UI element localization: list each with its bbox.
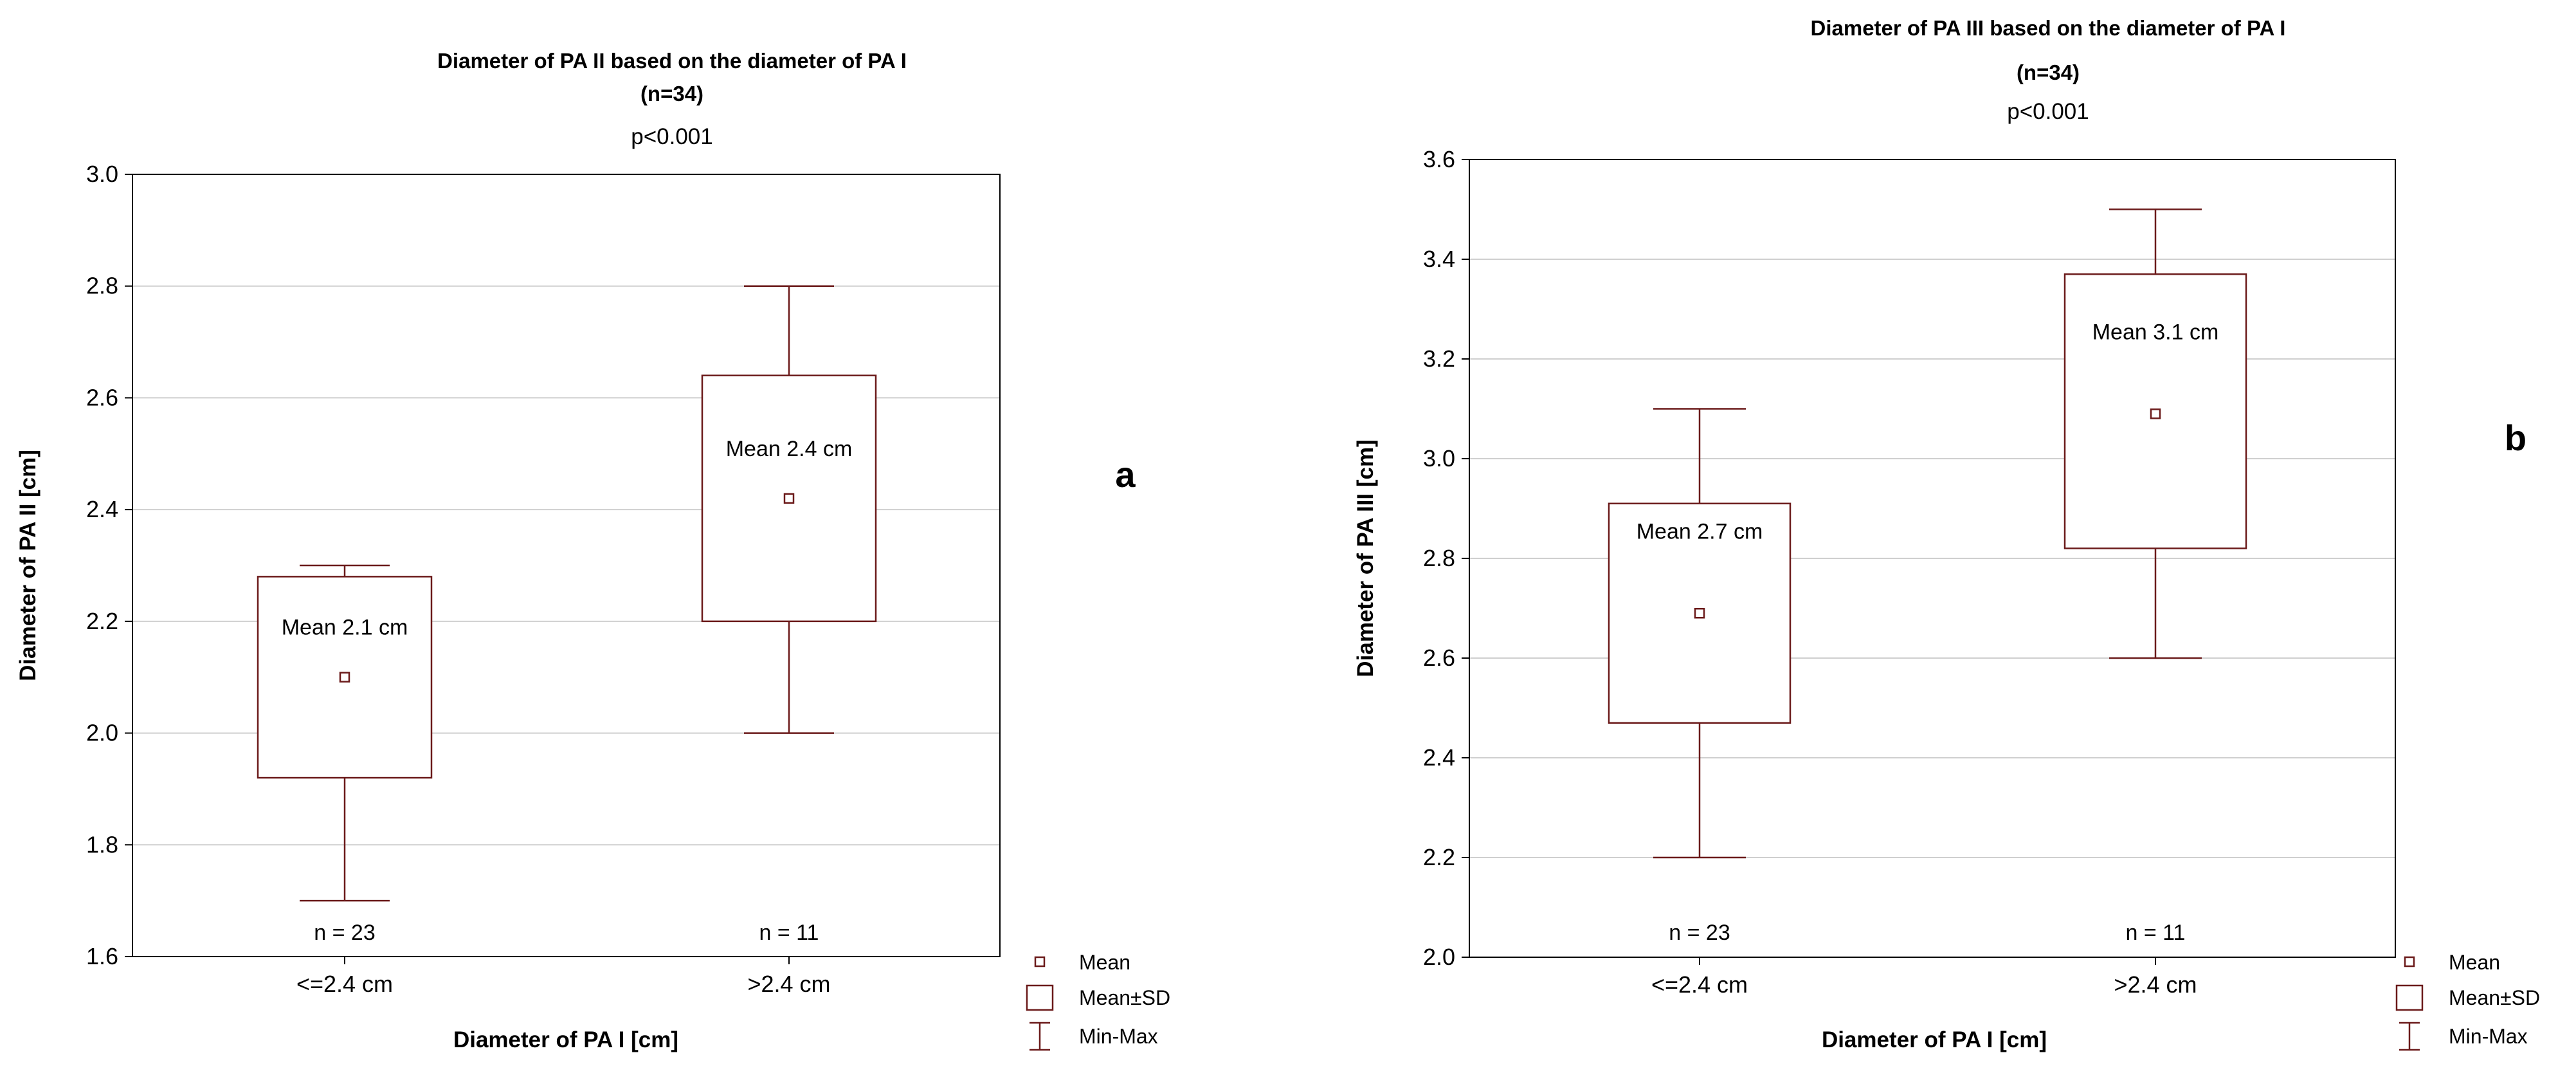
y-tick-label: 2.4	[86, 496, 118, 522]
legend-item-min-max: Min-Max	[1079, 1025, 1158, 1048]
panel-label: b	[2505, 417, 2526, 458]
legend-item-mean: Mean	[2449, 951, 2500, 974]
y-tick-label: 2.8	[86, 273, 118, 299]
box-groups: Mean 2.1 cm n = 23 Mean 2.4 cm n = 11	[257, 285, 877, 945]
box-groups: Mean 2.7 cm n = 23 Mean 3.1 cm n = 11	[1608, 208, 2247, 945]
x-tick-label: >2.4 cm	[747, 971, 830, 997]
y-tick-label: 2.0	[1423, 944, 1455, 970]
chart-subtitle: (n=34)	[640, 82, 703, 105]
mean-marker	[783, 493, 795, 504]
mean-label: Mean 3.1 cm	[2092, 320, 2219, 344]
y-tick-label: 3.4	[1423, 246, 1455, 272]
y-tick-label: 2.0	[86, 720, 118, 746]
y-tick-label: 2.6	[1423, 645, 1455, 671]
legend-item-mean-sd: Mean±SD	[2449, 986, 2540, 1009]
y-tick-label: 2.2	[86, 608, 118, 634]
x-tick-label: >2.4 cm	[2114, 971, 2197, 998]
x-tick-label: <=2.4 cm	[1651, 971, 1748, 998]
chart-pvalue: p<0.001	[631, 124, 713, 149]
n-label: n = 11	[759, 921, 819, 945]
mean-label: Mean 2.1 cm	[282, 616, 408, 640]
legend-mean-symbol	[1034, 956, 1046, 968]
legend-mean-symbol	[2404, 956, 2415, 968]
y-tick-label: 2.8	[1423, 545, 1455, 571]
chart-pvalue: p<0.001	[2007, 99, 2089, 124]
mean-marker	[2150, 408, 2161, 419]
x-tick-label: <=2.4 cm	[296, 971, 393, 997]
chart-panel-a: Diameter of PA II based on the diameter …	[15, 49, 1170, 1052]
box-group: Mean 2.1 cm n = 23	[257, 564, 433, 945]
legend-item-min-max: Min-Max	[2449, 1025, 2528, 1048]
chart-subtitle: (n=34)	[2017, 60, 2080, 84]
box-group: Mean 2.4 cm n = 11	[701, 285, 877, 945]
legend-sd-symbol	[1026, 984, 1054, 1011]
n-label: n = 11	[2126, 921, 2186, 945]
legend-item-mean-sd: Mean±SD	[1079, 986, 1170, 1009]
legend-sd-symbol	[2395, 984, 2424, 1011]
y-tick-label: 1.6	[86, 943, 118, 969]
y-tick-label: 3.2	[1423, 345, 1455, 372]
y-tick-label: 1.8	[86, 831, 118, 857]
y-tick-label: 2.2	[1423, 844, 1455, 870]
chart-title: Diameter of PA III based on the diameter…	[1811, 16, 2286, 40]
y-tick-label: 2.4	[1423, 744, 1455, 771]
box-group: Mean 2.7 cm n = 23	[1608, 408, 1791, 945]
x-axis-label: Diameter of PA I [cm]	[453, 1027, 678, 1052]
mean-marker	[339, 672, 350, 683]
x-axis-label: Diameter of PA I [cm]	[1822, 1027, 2047, 1052]
legend-minmax-symbol	[2399, 1022, 2420, 1051]
n-label: n = 23	[314, 921, 375, 945]
legend-minmax-symbol	[1029, 1022, 1050, 1051]
plot-frame	[132, 174, 1001, 957]
legend-item-mean: Mean	[1079, 951, 1130, 974]
mean-marker	[1694, 608, 1705, 619]
y-tick-label: 3.0	[1423, 445, 1455, 472]
chart-title: Diameter of PA II based on the diameter …	[437, 49, 907, 73]
mean-label: Mean 2.4 cm	[726, 437, 853, 461]
n-label: n = 23	[1669, 921, 1730, 945]
panel-label: a	[1115, 454, 1136, 495]
y-axis-label: Diameter of PA III [cm]	[1353, 439, 1378, 677]
legend: Mean Mean±SD Min-Max	[1026, 951, 1170, 1051]
y-tick-label: 3.6	[1423, 146, 1455, 172]
box-group: Mean 3.1 cm n = 11	[2064, 208, 2247, 945]
y-tick-label: 3.0	[86, 161, 118, 187]
mean-label: Mean 2.7 cm	[1637, 519, 1763, 544]
y-axis-label: Diameter of PA II [cm]	[15, 450, 41, 681]
y-tick-label: 2.6	[86, 384, 118, 410]
y-axis-ticks: 1.6 1.8 2.0 2.2 2.4 2.6 2.8 3.0 <=2.4 cm >2.4 cm	[86, 161, 831, 997]
y-axis-ticks: 2.0 2.2 2.4 2.6 2.8 3.0 3.2 3.4 3.6 <=2.4 cm >2.4 …	[1423, 146, 2197, 998]
chart-panel-b: Diameter of PA III based on the diameter…	[1353, 16, 2540, 1052]
legend: Mean Mean±SD Min-Max	[2395, 951, 2540, 1051]
